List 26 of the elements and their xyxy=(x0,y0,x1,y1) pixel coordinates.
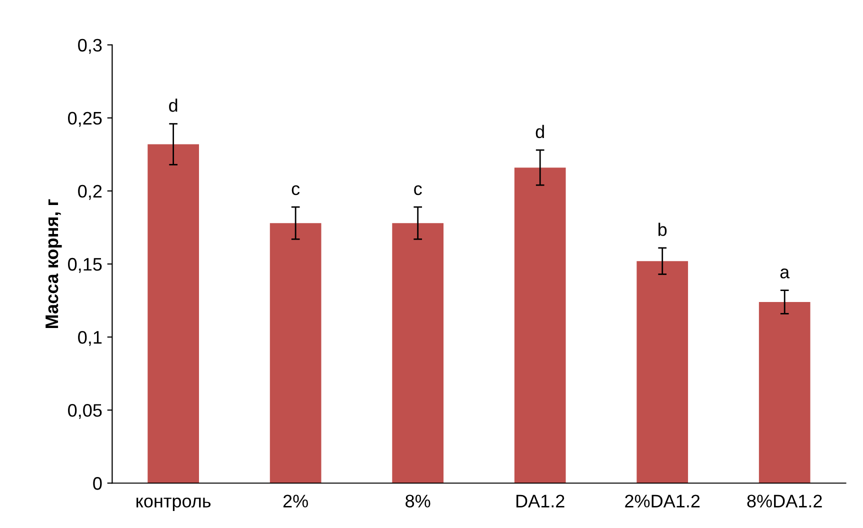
x-tick-label: контроль xyxy=(136,498,211,512)
x-tick-label: DA1.2 xyxy=(516,494,564,508)
bar xyxy=(148,144,199,484)
y-tick-label: 0,2 xyxy=(78,184,102,200)
annotation: b xyxy=(658,222,667,236)
x-tick-label: 8% xyxy=(406,494,430,508)
annotation: c xyxy=(292,185,300,196)
bar xyxy=(636,261,688,484)
bar xyxy=(270,223,322,484)
annotation: c xyxy=(414,185,422,196)
bar xyxy=(392,223,444,484)
y-tick-label: 0,25 xyxy=(68,112,102,127)
annotation: d xyxy=(536,124,544,138)
y-tick-label: 0,3 xyxy=(78,38,102,54)
y-tick-label: 0,15 xyxy=(68,258,102,273)
y-tick-label: 0,1 xyxy=(78,330,102,346)
bar xyxy=(514,168,566,484)
x-tick-label: 2%DA1.2 xyxy=(625,494,700,508)
annotation: a xyxy=(780,268,790,278)
y-tick-label: 0,05 xyxy=(68,404,102,419)
x-tick-label: 8%DA1.2 xyxy=(747,494,822,508)
annotation: d xyxy=(169,98,178,112)
bar xyxy=(758,302,810,484)
y-axis-title: Масса корня, г xyxy=(46,199,62,328)
y-tick-label: 0 xyxy=(93,477,102,490)
x-tick-label: 2% xyxy=(283,494,308,508)
